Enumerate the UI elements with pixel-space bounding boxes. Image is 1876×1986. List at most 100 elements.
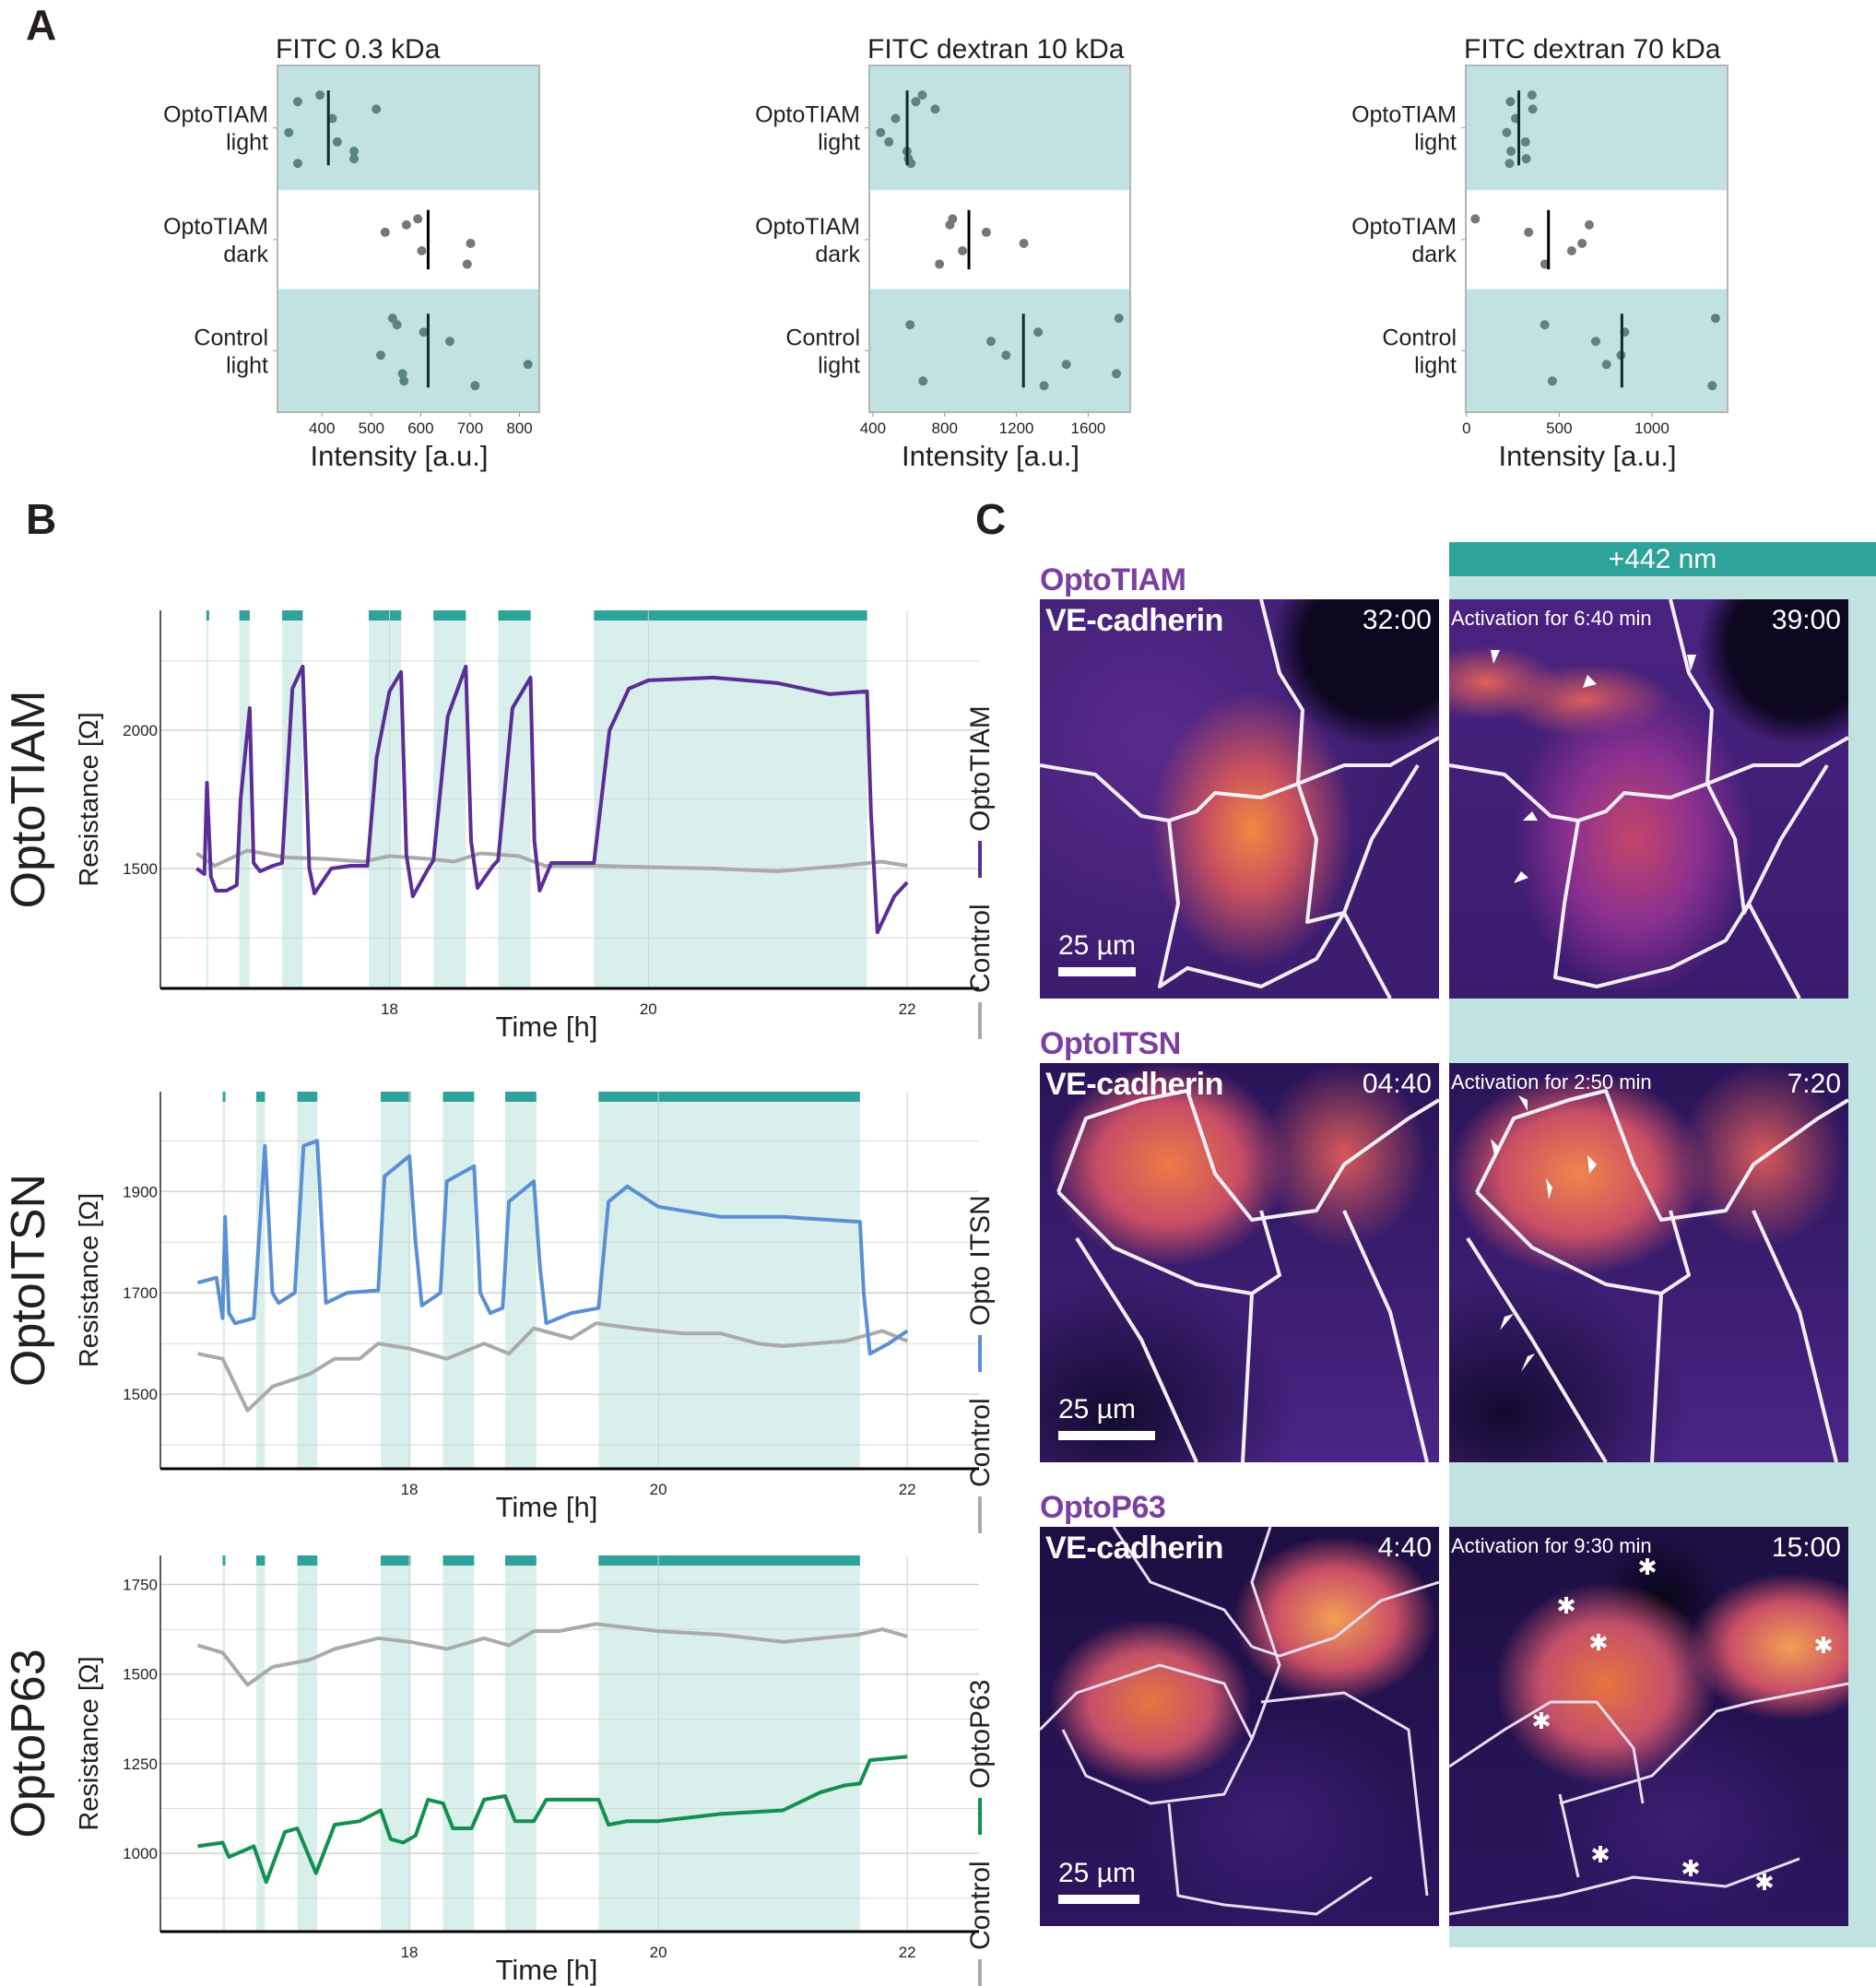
row-label: OptoITSN bbox=[2, 1174, 55, 1387]
cell-borders bbox=[1040, 599, 1439, 999]
category-label: OptoTIAM bbox=[163, 214, 268, 240]
micrograph-optop63-after: Activation for 9:30 min 15:00 bbox=[1449, 1527, 1848, 1926]
data-point bbox=[1505, 97, 1516, 107]
x-tick-label: 500 bbox=[1546, 420, 1572, 437]
data-point bbox=[332, 136, 342, 147]
arrowhead-icon bbox=[1523, 811, 1538, 821]
category-label: OptoTIAM bbox=[1351, 214, 1457, 240]
x-axis-label: Intensity [a.u.] bbox=[1499, 440, 1677, 472]
data-point bbox=[1502, 127, 1512, 137]
light-pulse-bar bbox=[505, 1092, 537, 1102]
y-axis-label: Resistance [Ω] bbox=[75, 1656, 104, 1830]
data-point bbox=[905, 320, 915, 330]
data-point bbox=[1566, 245, 1576, 255]
y-tick-label: 2000 bbox=[123, 722, 158, 739]
y-tick-label: 1500 bbox=[123, 860, 158, 878]
micrograph-optoitsn-before: VE-cadherin 04:40 25 µm bbox=[1040, 1063, 1439, 1462]
light-pulse-band bbox=[598, 1555, 860, 1932]
x-axis-label: Time [h] bbox=[496, 1011, 598, 1043]
category-label: OptoTIAM bbox=[755, 214, 860, 240]
timestamp: 39:00 bbox=[1771, 605, 1841, 635]
timestamp: 04:40 bbox=[1362, 1069, 1432, 1099]
arrowhead-icon bbox=[1491, 650, 1500, 664]
data-point bbox=[470, 381, 480, 391]
data-point bbox=[380, 227, 390, 237]
series-line-optop63 bbox=[197, 1755, 908, 1885]
light-pulse-band bbox=[297, 1092, 318, 1469]
x-tick-label: 800 bbox=[506, 420, 532, 437]
arrowhead-icon bbox=[1587, 1155, 1597, 1174]
timestamp: 4:40 bbox=[1377, 1532, 1432, 1563]
data-point bbox=[292, 97, 302, 107]
resistance-plot-optotiam: 1500 2000 18 20 22 Time [h] Resistance [Ω] Opto… bbox=[2, 610, 996, 1043]
arrowhead-icon bbox=[1521, 1354, 1535, 1372]
data-point bbox=[1506, 147, 1516, 157]
arrowhead-icon bbox=[1514, 871, 1528, 883]
x-tick-label: 20 bbox=[640, 1000, 657, 1018]
micrograph-optotiam-after: Activation for 6:40 min 39:00 bbox=[1449, 599, 1848, 999]
data-point bbox=[891, 113, 901, 124]
data-point bbox=[387, 313, 397, 324]
cell-borders bbox=[1449, 599, 1848, 999]
arrowhead-icon bbox=[1687, 655, 1696, 671]
light-pulse-bar bbox=[297, 1092, 318, 1102]
legend: Control OptoP63 bbox=[965, 1680, 996, 1986]
y-tick-label: 1750 bbox=[123, 1577, 158, 1594]
construct-label-optop63: OptoP63 bbox=[1040, 1490, 1166, 1525]
x-tick-label: 0 bbox=[1462, 420, 1470, 437]
series-line-control bbox=[195, 848, 908, 873]
category-band bbox=[869, 65, 1130, 191]
x-tick-label: 400 bbox=[309, 420, 335, 437]
category-label: light bbox=[226, 352, 268, 378]
category-band bbox=[869, 289, 1130, 412]
light-pulse-band bbox=[442, 1555, 475, 1932]
category-band bbox=[277, 190, 539, 290]
data-point bbox=[372, 104, 382, 114]
light-pulse-bar bbox=[222, 1092, 226, 1102]
y-tick-label: 1500 bbox=[123, 1666, 158, 1684]
scale-bar-label: 25 µm bbox=[1058, 1858, 1136, 1888]
scale-bar bbox=[1058, 1895, 1139, 1904]
asterisk-icon bbox=[1755, 1874, 1774, 1890]
x-tick-label: 600 bbox=[407, 420, 433, 437]
cell-borders bbox=[1056, 1089, 1439, 1462]
chart-title: FITC dextran 10 kDa bbox=[867, 34, 1125, 65]
data-point bbox=[1547, 376, 1557, 386]
x-axis-label: Intensity [a.u.] bbox=[311, 440, 489, 472]
scale-bar bbox=[1058, 967, 1136, 976]
data-point bbox=[445, 337, 455, 347]
x-tick-label: 20 bbox=[650, 1944, 667, 1961]
micrograph-optoitsn-after: Activation for 2:50 min 7:20 bbox=[1449, 1063, 1848, 1462]
data-point bbox=[1019, 238, 1029, 248]
activation-label: Activation for 6:40 min bbox=[1451, 607, 1652, 630]
stain-label: VE-cadherin bbox=[1045, 1531, 1223, 1566]
data-point bbox=[981, 227, 991, 237]
resistance-plot-optop63: 1000 1250 1500 1750 18 20 22 Time [h] Resistance… bbox=[2, 1555, 996, 1986]
activation-label: Activation for 2:50 min bbox=[1451, 1070, 1652, 1093]
chart-title: FITC dextran 70 kDa bbox=[1464, 34, 1721, 65]
data-point bbox=[911, 97, 921, 107]
x-tick-label: 20 bbox=[650, 1481, 667, 1498]
arrowhead-icon bbox=[1583, 675, 1597, 688]
category-label: Control bbox=[194, 325, 268, 350]
data-point bbox=[1710, 313, 1720, 324]
y-tick-label: 1500 bbox=[123, 1386, 158, 1403]
panel-letter-a: A bbox=[26, 1, 57, 49]
light-pulse-band bbox=[505, 1555, 537, 1932]
data-point bbox=[399, 376, 409, 386]
arrowhead-markers bbox=[1491, 650, 1696, 883]
category-label: OptoTIAM bbox=[1351, 102, 1457, 128]
light-pulse-bar bbox=[442, 1092, 475, 1102]
y-axis-label: Resistance [Ω] bbox=[75, 1193, 104, 1367]
x-tick-label: 18 bbox=[381, 1000, 398, 1018]
data-point bbox=[985, 337, 996, 347]
category-label: dark bbox=[1411, 242, 1457, 267]
x-tick-label: 22 bbox=[899, 1000, 916, 1018]
light-pulse-bar bbox=[598, 1555, 860, 1566]
data-point bbox=[1114, 313, 1124, 324]
light-pulse-bar bbox=[442, 1555, 475, 1566]
data-point bbox=[1527, 90, 1537, 100]
data-point bbox=[1061, 360, 1071, 370]
asterisk-icon bbox=[1681, 1860, 1700, 1876]
data-point bbox=[876, 127, 886, 137]
